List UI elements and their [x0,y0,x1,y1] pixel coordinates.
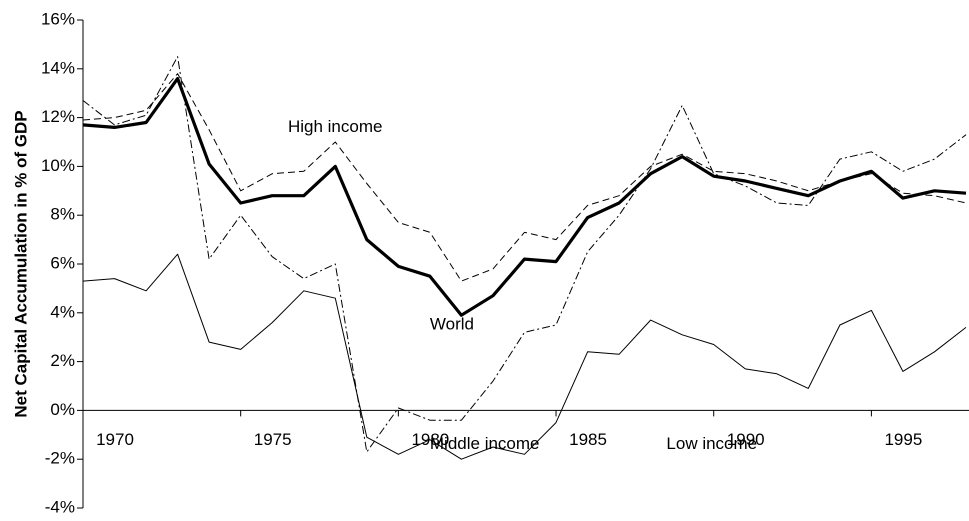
y-tick-label: 4% [50,302,75,321]
x-tick-label: 1975 [254,430,292,449]
y-tick-label: 14% [41,58,75,77]
x-tick-label: 1970 [96,430,134,449]
y-tick-label: 0% [50,400,75,419]
x-tick-label: 1985 [569,430,607,449]
y-tick-label: 10% [41,156,75,175]
series-line [82,253,967,460]
y-tick-label: -2% [45,449,75,468]
y-tick-label: -4% [45,497,75,516]
series-line [82,77,967,317]
series-label: Low income [666,434,757,453]
series-line [82,73,967,282]
y-tick-label: 8% [50,205,75,224]
x-tick-label: 1990 [727,430,765,449]
series-line [82,56,967,453]
y-tick-label: 12% [41,107,75,126]
series-label: World [430,314,474,333]
x-tick-label: 1995 [884,430,922,449]
y-tick-label: 2% [50,351,75,370]
y-axis-label: Net Capital Accumulation in % of GDP [11,110,30,417]
series-label: Middle income [430,434,540,453]
y-tick-label: 6% [50,253,75,272]
series-label: High income [288,117,383,136]
y-tick-label: 16% [41,9,75,28]
